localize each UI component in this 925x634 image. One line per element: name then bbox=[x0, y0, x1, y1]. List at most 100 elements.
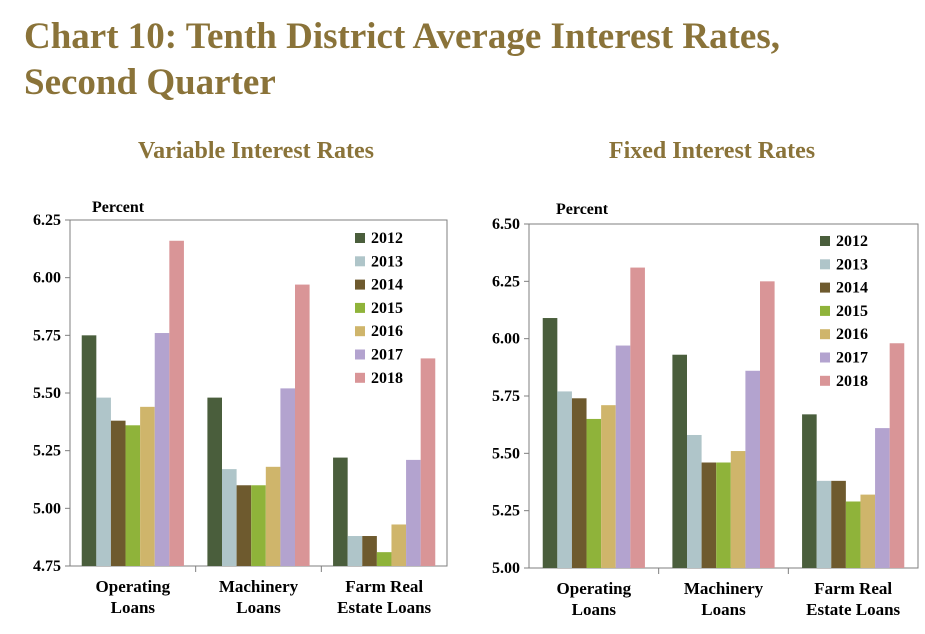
bar bbox=[207, 397, 222, 566]
main-title-line2: Second Quarter bbox=[24, 62, 276, 103]
bar bbox=[110, 420, 126, 566]
bar bbox=[347, 536, 363, 566]
bar bbox=[362, 536, 377, 566]
bar bbox=[406, 459, 421, 566]
bar bbox=[716, 462, 731, 568]
legend-label: 2013 bbox=[836, 256, 868, 273]
legend-swatch bbox=[355, 302, 365, 313]
legend-label: 2017 bbox=[371, 347, 403, 364]
legend-swatch bbox=[355, 279, 365, 290]
legend-swatch bbox=[820, 259, 830, 270]
bar bbox=[687, 434, 702, 568]
legend-label: 2014 bbox=[836, 280, 868, 297]
bar bbox=[889, 343, 905, 568]
bar bbox=[280, 388, 295, 566]
bar bbox=[420, 358, 436, 566]
x-tick-label: Loans bbox=[701, 600, 746, 619]
legend-swatch bbox=[355, 326, 365, 337]
bar bbox=[845, 501, 861, 568]
legend-swatch bbox=[355, 256, 365, 267]
legend-label: 2018 bbox=[371, 370, 403, 387]
bar bbox=[125, 425, 141, 566]
x-tick-label: Estate Loans bbox=[337, 598, 431, 617]
y-tick-label: 5.50 bbox=[492, 445, 520, 462]
bar bbox=[169, 240, 184, 566]
bar bbox=[730, 451, 746, 568]
x-tick-label: Machinery bbox=[219, 577, 299, 596]
y-tick-label: 5.25 bbox=[33, 443, 61, 460]
bar bbox=[571, 398, 587, 568]
x-tick-label: Operating bbox=[96, 577, 171, 596]
bar bbox=[802, 414, 817, 568]
bar bbox=[557, 391, 572, 568]
legend-label: 2015 bbox=[836, 303, 868, 320]
bar bbox=[265, 466, 281, 566]
legend-label: 2017 bbox=[836, 350, 868, 367]
y-tick-label: 5.75 bbox=[33, 327, 61, 344]
legend-swatch bbox=[820, 352, 830, 363]
bar bbox=[542, 318, 558, 568]
main-title: Chart 10: Tenth District Average Interes… bbox=[24, 14, 904, 106]
legend-swatch bbox=[820, 329, 830, 340]
legend-swatch bbox=[820, 282, 830, 293]
x-tick-label: Loans bbox=[572, 600, 617, 619]
bar bbox=[140, 406, 155, 566]
main-title-line1: Chart 10: Tenth District Average Interes… bbox=[24, 16, 780, 57]
y-axis-label: Percent bbox=[92, 199, 145, 216]
legend-label: 2014 bbox=[371, 277, 403, 294]
bar bbox=[586, 418, 602, 568]
legend-swatch bbox=[355, 372, 365, 383]
legend-label: 2016 bbox=[836, 326, 868, 343]
y-tick-label: 6.25 bbox=[492, 273, 520, 290]
y-tick-label: 5.00 bbox=[492, 560, 520, 577]
y-tick-label: 5.25 bbox=[492, 503, 520, 520]
bar bbox=[333, 457, 348, 566]
legend-swatch bbox=[820, 305, 830, 316]
bar bbox=[760, 281, 775, 568]
bar bbox=[236, 485, 252, 566]
legend-label: 2016 bbox=[371, 323, 403, 340]
bar bbox=[875, 428, 890, 568]
bar bbox=[701, 462, 717, 568]
bar bbox=[816, 480, 832, 568]
legend-label: 2018 bbox=[836, 373, 868, 390]
bar bbox=[630, 267, 645, 568]
bar bbox=[672, 354, 687, 568]
y-tick-label: 6.00 bbox=[33, 270, 61, 287]
x-tick-label: Loans bbox=[111, 598, 156, 617]
legend-swatch bbox=[355, 349, 365, 360]
x-tick-label: Farm Real bbox=[345, 577, 423, 596]
legend-label: 2012 bbox=[371, 230, 403, 247]
bar bbox=[831, 480, 846, 568]
legend-swatch bbox=[355, 233, 365, 243]
bar bbox=[81, 335, 97, 566]
y-tick-label: 4.75 bbox=[33, 558, 61, 575]
legend-label: 2013 bbox=[371, 253, 403, 270]
y-tick-label: 6.00 bbox=[492, 331, 520, 348]
x-tick-label: Machinery bbox=[684, 579, 764, 598]
y-tick-label: 6.50 bbox=[492, 216, 520, 233]
x-tick-label: Operating bbox=[557, 579, 632, 598]
bar bbox=[391, 524, 407, 566]
y-tick-label: 5.75 bbox=[492, 388, 520, 405]
bar bbox=[222, 469, 237, 566]
bar bbox=[615, 345, 631, 568]
variable-rates-title: Variable Interest Rates bbox=[138, 138, 374, 164]
legend-swatch bbox=[820, 375, 830, 386]
bar bbox=[601, 405, 616, 568]
bar bbox=[376, 552, 392, 566]
fixed-rates-title: Fixed Interest Rates bbox=[608, 138, 816, 164]
x-tick-label: Loans bbox=[236, 598, 281, 617]
y-axis-label: Percent bbox=[556, 201, 609, 218]
x-tick-label: Estate Loans bbox=[806, 600, 900, 619]
bar bbox=[745, 370, 760, 568]
legend-swatch bbox=[820, 236, 830, 246]
y-tick-label: 6.25 bbox=[33, 212, 61, 229]
bar bbox=[295, 284, 310, 566]
x-tick-label: Farm Real bbox=[814, 579, 892, 598]
bar bbox=[860, 494, 876, 568]
bar bbox=[251, 485, 266, 566]
bar bbox=[154, 333, 170, 566]
